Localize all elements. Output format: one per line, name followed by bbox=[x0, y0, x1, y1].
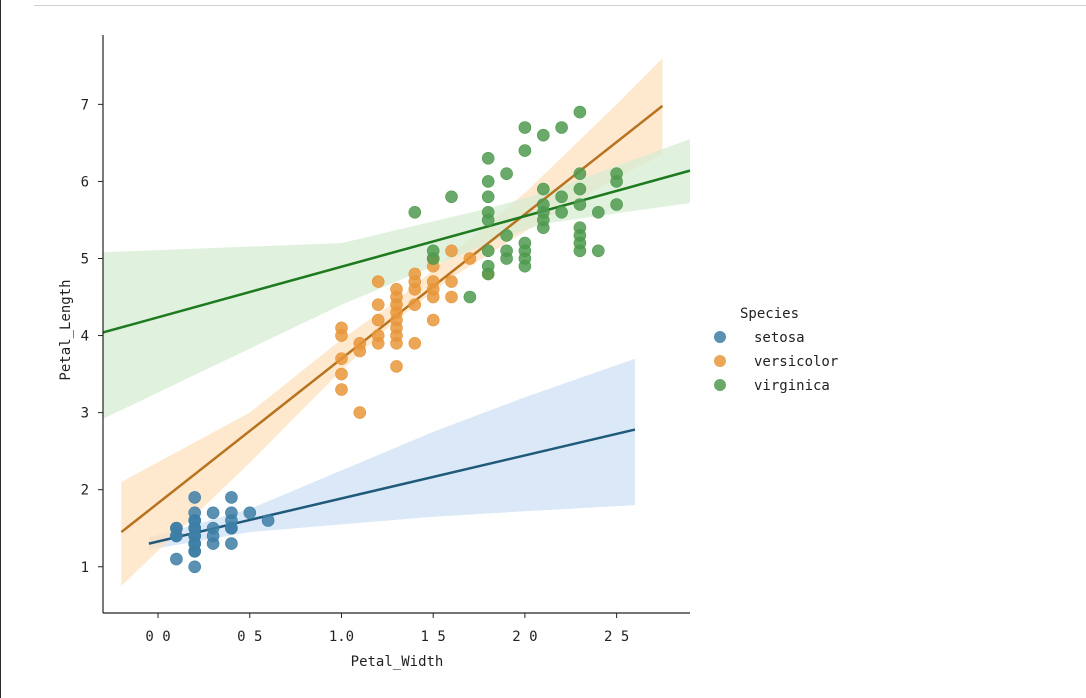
versicolor-point bbox=[335, 383, 348, 396]
setosa-point bbox=[206, 506, 220, 520]
versicolor-point bbox=[426, 275, 440, 288]
virginica-point bbox=[518, 144, 532, 157]
virginica-point bbox=[573, 221, 587, 234]
legend: Species setosa versicolor virginica bbox=[714, 306, 838, 394]
legend-label-versicolor: versicolor bbox=[754, 354, 838, 370]
legend-title: Species bbox=[740, 306, 799, 322]
x-tick-label: 1.0 bbox=[329, 629, 354, 645]
versicolor-point bbox=[408, 298, 422, 312]
data-points bbox=[170, 105, 623, 574]
versicolor-point bbox=[371, 329, 385, 342]
versicolor-point bbox=[408, 267, 422, 281]
virginica-point bbox=[518, 121, 532, 134]
virginica-point bbox=[573, 105, 587, 119]
x-tick-label: 1 5 bbox=[421, 629, 446, 645]
versicolor-point bbox=[353, 336, 367, 350]
y-tick-label: 5 bbox=[81, 251, 89, 267]
virginica-point bbox=[426, 244, 440, 258]
versicolor-legend-marker bbox=[714, 355, 726, 367]
setosa-confidence-band bbox=[148, 358, 635, 550]
setosa-point bbox=[188, 560, 201, 574]
virginica-point bbox=[536, 128, 550, 142]
virginica-point bbox=[481, 244, 495, 258]
virginica-point bbox=[481, 190, 495, 204]
virginica-point bbox=[573, 167, 587, 180]
setosa-point bbox=[206, 521, 220, 535]
versicolor-point bbox=[390, 336, 403, 350]
setosa-point bbox=[225, 491, 238, 504]
setosa-point bbox=[225, 537, 238, 550]
virginica-point bbox=[481, 152, 495, 165]
versicolor-point bbox=[335, 352, 348, 366]
virginica-regression-line bbox=[102, 169, 691, 334]
virginica-point bbox=[555, 121, 568, 134]
setosa-point bbox=[243, 506, 257, 520]
x-tick-label: 0 5 bbox=[237, 629, 262, 645]
virginica-point bbox=[591, 244, 605, 258]
versicolor-point bbox=[353, 406, 367, 419]
virginica-point bbox=[573, 198, 587, 211]
y-tick-label: 4 bbox=[81, 329, 89, 345]
virginica-point bbox=[408, 206, 422, 219]
virginica-point bbox=[500, 229, 513, 242]
setosa-legend-marker bbox=[714, 331, 726, 343]
x-tick-label: 0 0 bbox=[145, 629, 170, 645]
virginica-point bbox=[518, 236, 532, 250]
virginica-point bbox=[536, 198, 550, 211]
setosa-point bbox=[188, 506, 201, 520]
virginica-point bbox=[481, 259, 495, 273]
virginica-point bbox=[481, 206, 495, 219]
y-tick-label: 6 bbox=[81, 174, 89, 190]
setosa-point bbox=[261, 514, 275, 527]
setosa-point bbox=[188, 537, 201, 550]
setosa-point bbox=[225, 506, 238, 520]
setosa-point bbox=[188, 491, 201, 504]
setosa-point bbox=[170, 521, 183, 535]
x-axis-label: Petal_Width bbox=[351, 654, 444, 670]
versicolor-point bbox=[463, 252, 477, 265]
virginica-point bbox=[500, 244, 513, 258]
window-left-border bbox=[0, 0, 1, 698]
x-tick-label: 2 5 bbox=[604, 629, 629, 645]
versicolor-point bbox=[426, 313, 440, 327]
axes: 0 0 0 5 1.0 1 5 2 0 2 5 1 2 3 4 5 6 7 bbox=[81, 35, 690, 645]
legend-label-virginica: virginica bbox=[754, 378, 830, 394]
versicolor-point bbox=[371, 298, 385, 312]
virginica-point bbox=[573, 182, 587, 196]
versicolor-point bbox=[390, 282, 403, 296]
y-axis-label: Petal_Length bbox=[58, 279, 74, 380]
virginica-point bbox=[591, 206, 605, 219]
virginica-point bbox=[536, 182, 550, 196]
versicolor-point bbox=[371, 313, 385, 327]
virginica-point bbox=[555, 190, 568, 204]
legend-label-setosa: setosa bbox=[754, 330, 805, 346]
virginica-point bbox=[610, 198, 623, 211]
virginica-point bbox=[463, 290, 477, 304]
x-tick-label: 2 0 bbox=[512, 629, 537, 645]
versicolor-point bbox=[408, 336, 422, 350]
virginica-point bbox=[481, 175, 495, 188]
versicolor-point bbox=[445, 290, 458, 304]
versicolor-point bbox=[390, 360, 403, 373]
setosa-point bbox=[170, 552, 183, 566]
virginica-point bbox=[445, 190, 458, 204]
window-top-border bbox=[34, 5, 1086, 6]
virginica-legend-marker bbox=[714, 379, 726, 391]
virginica-point bbox=[500, 167, 513, 180]
y-tick-label: 2 bbox=[81, 483, 89, 499]
y-tick-label: 1 bbox=[81, 560, 89, 576]
versicolor-point bbox=[445, 275, 458, 288]
y-tick-label: 3 bbox=[81, 406, 89, 422]
versicolor-point bbox=[335, 367, 348, 381]
y-tick-label: 7 bbox=[81, 97, 89, 113]
virginica-point bbox=[555, 206, 568, 219]
versicolor-point bbox=[371, 275, 385, 288]
versicolor-point bbox=[445, 244, 458, 258]
versicolor-point bbox=[335, 321, 348, 335]
virginica-point bbox=[610, 167, 623, 180]
